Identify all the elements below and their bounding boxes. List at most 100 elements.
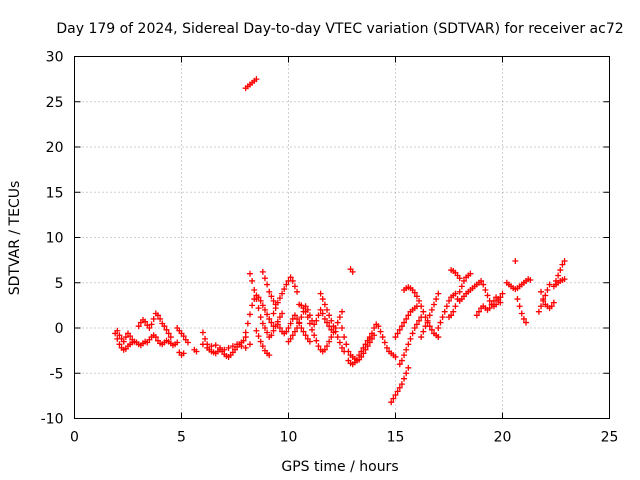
data-point	[366, 335, 373, 342]
data-point	[257, 314, 264, 321]
series-arc-2	[114, 327, 136, 345]
data-point	[291, 283, 298, 290]
data-point	[467, 270, 474, 277]
data-point	[330, 323, 337, 330]
data-point	[555, 272, 562, 279]
data-point	[253, 327, 260, 334]
data-point	[460, 277, 467, 284]
data-point	[401, 375, 408, 382]
data-point	[249, 302, 256, 309]
data-point	[283, 281, 290, 288]
data-point	[311, 321, 318, 328]
series-arc-34	[512, 258, 530, 326]
data-point	[244, 320, 251, 327]
data-point	[362, 341, 369, 348]
data-point	[398, 323, 405, 330]
x-tick-label: 25	[601, 430, 619, 446]
data-point	[409, 330, 416, 337]
series-arc-5	[174, 325, 191, 346]
data-point	[448, 312, 455, 319]
data-point	[450, 308, 457, 315]
data-point	[542, 292, 549, 299]
data-point	[114, 327, 121, 334]
data-point	[264, 329, 271, 336]
data-point	[193, 348, 200, 355]
data-point	[150, 315, 157, 322]
data-point	[495, 296, 502, 303]
data-point	[319, 310, 326, 317]
data-point	[319, 296, 326, 303]
y-axis-label: SDTVAR / TECUs	[7, 181, 23, 296]
data-point	[274, 299, 281, 306]
data-point	[129, 336, 136, 343]
data-point	[229, 343, 236, 350]
series-arc-14	[270, 274, 301, 317]
data-point	[199, 341, 206, 348]
series-arc-9	[242, 76, 260, 92]
x-tick-label: 20	[494, 430, 512, 446]
series-arc-38	[550, 276, 568, 290]
data-point	[473, 312, 480, 319]
series-arc-18	[317, 290, 348, 355]
data-point	[302, 308, 309, 315]
series-arc-32	[473, 294, 504, 319]
data-point	[403, 370, 410, 377]
data-point	[550, 299, 557, 306]
x-tick-labels: 0 5 10 15 20 25	[70, 430, 618, 446]
data-point	[180, 350, 187, 357]
data-point	[283, 328, 290, 335]
data-point	[452, 303, 459, 310]
data-point	[146, 325, 153, 331]
data-point	[452, 290, 459, 297]
data-point	[259, 302, 266, 309]
data-point	[328, 317, 335, 324]
data-point	[289, 332, 296, 339]
y-tick-label: -10	[41, 412, 64, 428]
data-point	[358, 348, 365, 355]
data-point	[259, 343, 266, 350]
data-point	[184, 339, 191, 346]
data-point	[321, 346, 328, 353]
data-point	[246, 341, 253, 348]
data-point	[291, 328, 298, 335]
data-point	[259, 268, 266, 275]
data-point	[392, 334, 399, 341]
data-point	[341, 334, 348, 341]
axis-ticks	[74, 56, 610, 419]
data-point	[368, 330, 375, 337]
data-point	[394, 330, 401, 337]
data-point	[388, 399, 395, 406]
data-point	[548, 303, 555, 310]
series-arc-20	[345, 334, 373, 368]
data-point	[428, 306, 435, 313]
data-point	[413, 321, 420, 328]
data-point	[428, 326, 435, 333]
data-point	[294, 288, 301, 295]
data-point	[225, 344, 232, 351]
data-point	[446, 297, 452, 304]
data-point	[403, 346, 410, 353]
y-tick-label: 15	[46, 185, 64, 201]
data-point	[435, 290, 442, 297]
data-point	[306, 338, 313, 345]
data-point	[270, 310, 277, 317]
data-point	[405, 341, 412, 348]
series-arc-12	[253, 327, 273, 359]
data-point	[298, 314, 305, 321]
data-point	[559, 261, 566, 268]
data-point	[253, 76, 260, 83]
data-point	[339, 308, 345, 315]
data-point	[328, 334, 335, 341]
data-point	[294, 325, 301, 331]
data-point	[413, 293, 420, 300]
data-point	[268, 319, 275, 326]
series-arc-28	[435, 290, 459, 331]
data-point	[353, 356, 360, 363]
series-arc-4	[144, 332, 181, 349]
data-point	[435, 334, 442, 341]
data-point	[212, 342, 219, 349]
data-point	[433, 296, 440, 303]
data-point	[238, 343, 245, 350]
data-point	[396, 361, 403, 368]
